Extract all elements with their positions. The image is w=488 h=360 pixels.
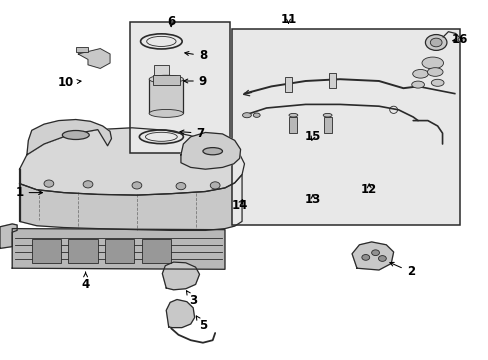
Text: 4: 4 — [81, 272, 89, 291]
Ellipse shape — [242, 113, 251, 118]
Circle shape — [210, 182, 220, 189]
Bar — [232, 29, 459, 225]
Polygon shape — [20, 175, 242, 230]
Polygon shape — [27, 120, 111, 155]
Bar — [323, 117, 331, 133]
Polygon shape — [162, 262, 199, 290]
Circle shape — [176, 183, 185, 190]
Polygon shape — [351, 242, 393, 270]
Polygon shape — [12, 229, 224, 269]
Bar — [129, 22, 229, 153]
Polygon shape — [78, 49, 110, 68]
Circle shape — [425, 35, 446, 50]
Text: 16: 16 — [450, 33, 467, 46]
Text: 2: 2 — [389, 262, 414, 278]
Ellipse shape — [421, 57, 443, 69]
Polygon shape — [20, 128, 244, 195]
Bar — [76, 47, 88, 52]
Bar — [154, 65, 168, 88]
Ellipse shape — [203, 148, 222, 155]
Text: 1: 1 — [16, 186, 42, 199]
Bar — [68, 239, 98, 263]
Ellipse shape — [253, 113, 260, 117]
Circle shape — [429, 38, 441, 47]
Text: 3: 3 — [186, 291, 197, 307]
Text: 12: 12 — [360, 183, 377, 195]
Text: 13: 13 — [304, 193, 321, 206]
Bar — [152, 75, 180, 85]
Circle shape — [378, 256, 386, 261]
Text: 15: 15 — [304, 130, 321, 143]
Ellipse shape — [149, 75, 183, 83]
Circle shape — [132, 182, 142, 189]
Bar — [149, 79, 183, 113]
Text: 10: 10 — [58, 76, 81, 89]
Ellipse shape — [288, 113, 297, 117]
Text: 9: 9 — [183, 75, 206, 87]
Circle shape — [44, 180, 54, 187]
Text: 6: 6 — [167, 15, 175, 28]
Bar — [285, 77, 291, 92]
Circle shape — [457, 38, 462, 41]
Bar — [328, 73, 335, 88]
Ellipse shape — [149, 109, 183, 117]
Ellipse shape — [427, 68, 442, 76]
Ellipse shape — [62, 131, 89, 140]
Text: 7: 7 — [180, 127, 204, 140]
Circle shape — [371, 250, 379, 256]
Ellipse shape — [411, 81, 424, 88]
Text: 5: 5 — [196, 316, 206, 332]
Ellipse shape — [412, 69, 427, 78]
Polygon shape — [181, 132, 240, 169]
Text: 14: 14 — [231, 199, 247, 212]
Bar — [289, 117, 297, 133]
Text: 11: 11 — [280, 13, 296, 26]
Circle shape — [83, 181, 93, 188]
Bar — [142, 239, 171, 263]
Polygon shape — [0, 224, 17, 248]
Polygon shape — [166, 300, 194, 328]
Ellipse shape — [323, 113, 331, 117]
Bar — [105, 239, 134, 263]
Bar — [32, 239, 61, 263]
Ellipse shape — [430, 79, 443, 86]
Circle shape — [361, 255, 369, 260]
Text: 8: 8 — [184, 49, 206, 62]
